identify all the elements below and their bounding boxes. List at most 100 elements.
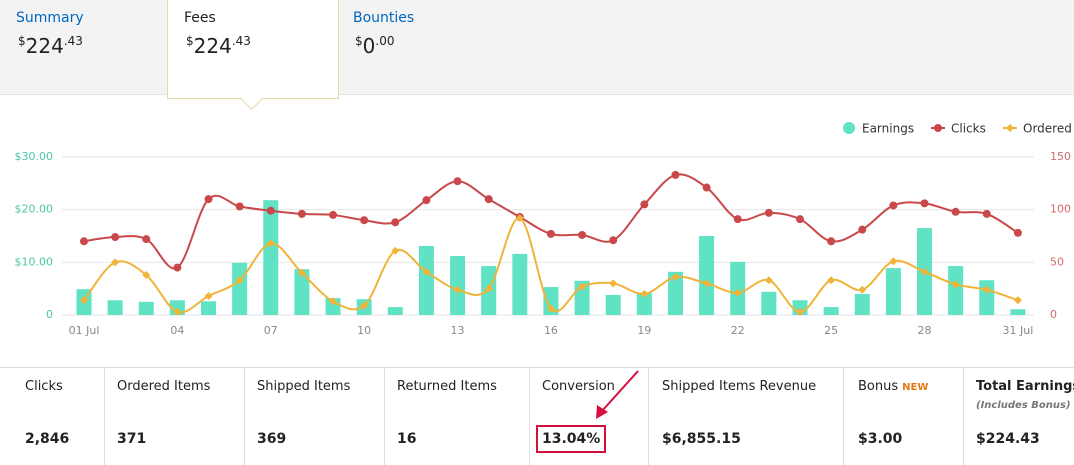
point [546, 229, 555, 238]
legend-label: Clicks [951, 122, 986, 136]
x-tick-label: 31 Jul [1003, 324, 1034, 337]
point [920, 199, 929, 208]
stat-label-text: Shipped Items [257, 379, 351, 394]
stat-value: $224.43 [976, 431, 1040, 447]
point [360, 301, 369, 310]
tab[interactable]: Fees $224.43 [167, 0, 339, 99]
tab-title: Fees [184, 10, 216, 26]
x-tick-label: 19 [637, 324, 651, 337]
stat-label: Shipped Items Revenue [662, 379, 816, 394]
bar [138, 301, 154, 315]
point [453, 285, 462, 294]
legend-item[interactable]: Earnings [843, 122, 914, 136]
legend-swatch [1006, 124, 1014, 132]
legend-label: Ordered Items [1023, 122, 1074, 136]
point [1013, 228, 1022, 237]
y-tick-label: 0 [46, 308, 53, 321]
point [827, 276, 836, 285]
tab-amount: $224.43 [186, 34, 251, 58]
stat-cell: Clicks 2,846 [0, 368, 103, 465]
y2-tick-label: 50 [1050, 255, 1064, 268]
currency: $ [186, 34, 194, 48]
point [204, 195, 213, 204]
point [795, 307, 804, 316]
stat-label: Ordered Items [117, 379, 210, 394]
stat-cell: Conversion 13.04% [529, 368, 648, 465]
currency: $ [355, 34, 363, 48]
amount-cents: .00 [375, 34, 395, 48]
point [546, 304, 555, 313]
bar [169, 300, 185, 315]
point [609, 236, 618, 245]
stat-label-text: Conversion [542, 379, 615, 394]
stat-value: 16 [397, 431, 417, 447]
point [453, 177, 462, 186]
point [609, 279, 618, 288]
stat-cell: Shipped Items Revenue $6,855.15 [648, 368, 843, 465]
point [982, 285, 991, 294]
bar [979, 280, 995, 315]
stat-label: Bonus NEW [858, 379, 928, 394]
amount-cents: .43 [231, 34, 251, 48]
tab[interactable]: Bounties $0.00 [337, 0, 537, 94]
chart: 0 $10.00 $20.00 $30.00 0 50 100 150 01 Jul 04 07 10… [15, 122, 1074, 338]
amount-cents: .43 [63, 34, 83, 48]
y-tick-label: $20.00 [15, 203, 54, 216]
tab-title: Bounties [353, 10, 415, 26]
point [827, 237, 836, 246]
legend-item[interactable]: Clicks [931, 122, 986, 136]
legend-item[interactable]: Ordered Items [1003, 122, 1074, 136]
stats-row: Clicks 2,846 Ordered Items 371 Shipped Items… [0, 367, 1074, 465]
point [329, 297, 338, 306]
point [640, 200, 649, 209]
point [578, 282, 587, 291]
point [266, 239, 275, 248]
bar [730, 261, 746, 315]
y-tick-label: $10.00 [15, 255, 54, 268]
stat-label: Conversion [542, 379, 615, 394]
point [858, 225, 867, 234]
point [484, 195, 493, 204]
bar [761, 291, 777, 315]
tab[interactable]: Summary $224.43 [0, 0, 167, 94]
x-tick-label: 28 [918, 324, 932, 337]
stat-cell: Total Earnings (Includes Bonus) $224.43 [963, 368, 1074, 465]
stat-label: Clicks [25, 379, 63, 394]
stat-cell: Shipped Items 369 [244, 368, 384, 465]
point [266, 206, 275, 215]
point [889, 257, 898, 266]
stat-label-text: Returned Items [397, 379, 497, 394]
y2-tick-label: 100 [1050, 203, 1071, 216]
point [951, 207, 960, 216]
point [204, 292, 213, 301]
legend-swatch [843, 122, 855, 134]
stat-value: $6,855.15 [662, 431, 741, 447]
stat-cell: Bonus NEW $3.00 [843, 368, 963, 465]
point [173, 263, 182, 272]
point [111, 233, 120, 242]
bar [699, 236, 715, 315]
bar [512, 253, 528, 315]
point [702, 183, 711, 192]
bar [854, 293, 870, 315]
point [142, 235, 151, 244]
currency: $ [18, 34, 26, 48]
point [80, 296, 88, 305]
point [702, 279, 711, 288]
stat-label-text: Shipped Items Revenue [662, 379, 817, 394]
stat-label-text: Clicks [25, 379, 63, 394]
y-tick-label: $30.00 [15, 150, 54, 163]
point [391, 246, 400, 255]
point [360, 216, 369, 225]
amount-whole: 0 [362, 34, 376, 58]
point [422, 196, 431, 205]
bar [823, 307, 839, 315]
point [795, 215, 804, 224]
series-line [83, 173, 1019, 270]
stat-label: Total Earnings [976, 379, 1074, 394]
point [951, 280, 960, 289]
x-tick-label: 22 [731, 324, 745, 337]
point [297, 209, 306, 218]
point [80, 237, 88, 246]
